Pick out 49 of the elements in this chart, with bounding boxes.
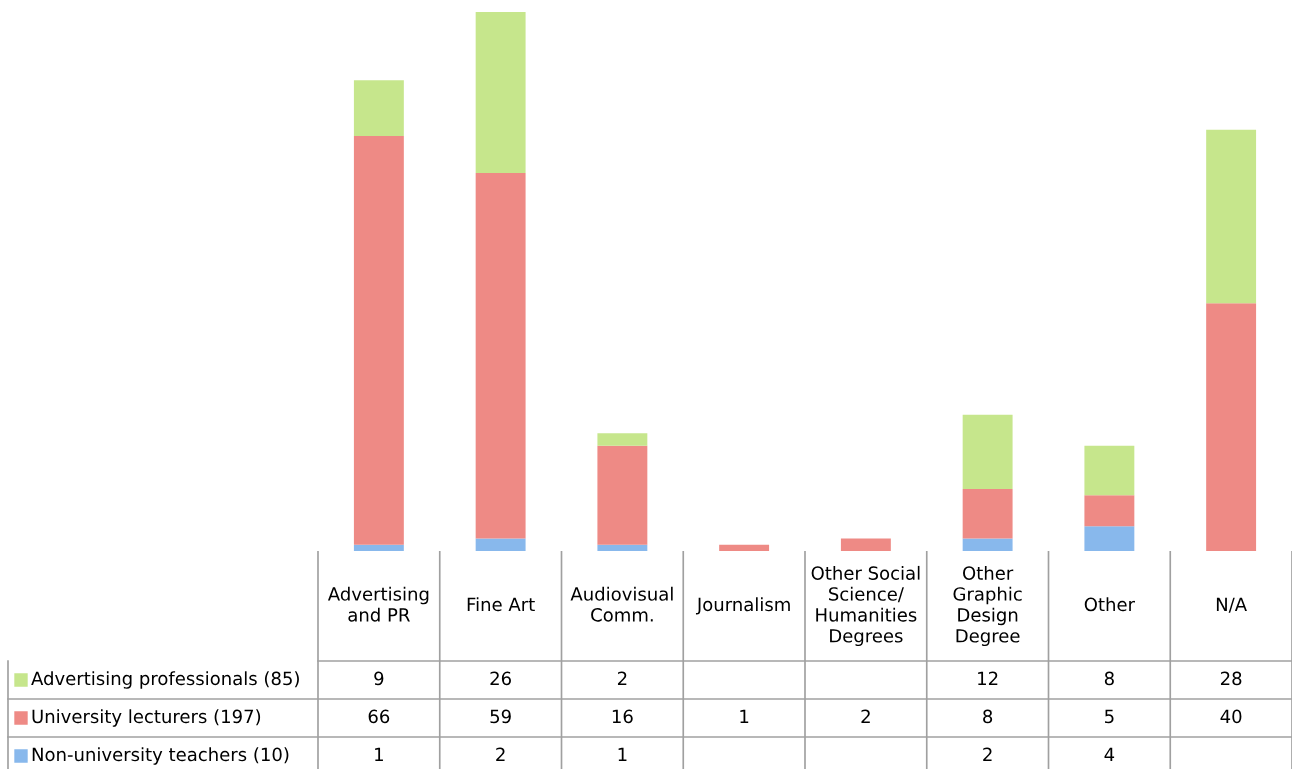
x-tick-label: Other Graphic Design Degree — [953, 565, 1022, 647]
data-label: 28 — [1220, 671, 1242, 686]
bar — [1084, 495, 1135, 527]
data-label: 40 — [1220, 709, 1242, 724]
bar — [597, 445, 648, 545]
data-label: 4 — [1104, 747, 1115, 761]
x-tick-label: Other Social Science/ Humanities Degrees — [811, 565, 920, 647]
x-tick-label: N/A — [1216, 597, 1247, 613]
bar — [353, 135, 404, 545]
data-label: 8 — [983, 709, 993, 724]
bar — [353, 544, 404, 551]
legend-label: Non-university teachers (10) — [32, 747, 289, 765]
data-label: 66 — [368, 709, 390, 724]
bar — [1206, 129, 1257, 304]
data-label: 1 — [375, 747, 383, 761]
data-label: 2 — [496, 747, 505, 761]
bar — [1084, 526, 1135, 551]
bar — [962, 489, 1013, 539]
bar — [597, 544, 648, 551]
bar — [475, 538, 526, 551]
data-label: 2 — [861, 709, 870, 723]
legend-label: Advertising professionals (85) — [31, 671, 299, 689]
data-label: 1 — [740, 709, 749, 723]
data-label: 1 — [618, 747, 627, 761]
data-label: 59 — [490, 709, 511, 724]
data-label: 26 — [490, 671, 511, 686]
x-tick-label: Other — [1084, 597, 1136, 612]
bar — [840, 538, 891, 551]
bar — [475, 173, 526, 539]
x-tick-label: Advertising and PR — [327, 586, 429, 622]
bar — [962, 538, 1013, 551]
x-tick-label: Fine Art — [467, 597, 535, 612]
data-label: 5 — [1105, 709, 1114, 724]
bar — [353, 80, 404, 136]
bar — [475, 12, 526, 174]
bar — [597, 433, 648, 446]
bar — [1206, 303, 1257, 551]
x-tick-label: Audiovisual Comm. — [570, 586, 673, 622]
data-label: 9 — [374, 671, 384, 686]
data-label: 12 — [978, 671, 998, 685]
data-label: 2 — [983, 747, 992, 761]
bar — [1084, 445, 1135, 496]
bar — [962, 414, 1013, 490]
data-label: 16 — [612, 709, 633, 724]
data-label: 8 — [1104, 671, 1114, 686]
data-label: 2 — [617, 671, 627, 685]
bar — [719, 544, 770, 551]
x-tick-label: Journalism — [695, 597, 790, 615]
legend-label: University lecturers (197) — [32, 709, 261, 727]
